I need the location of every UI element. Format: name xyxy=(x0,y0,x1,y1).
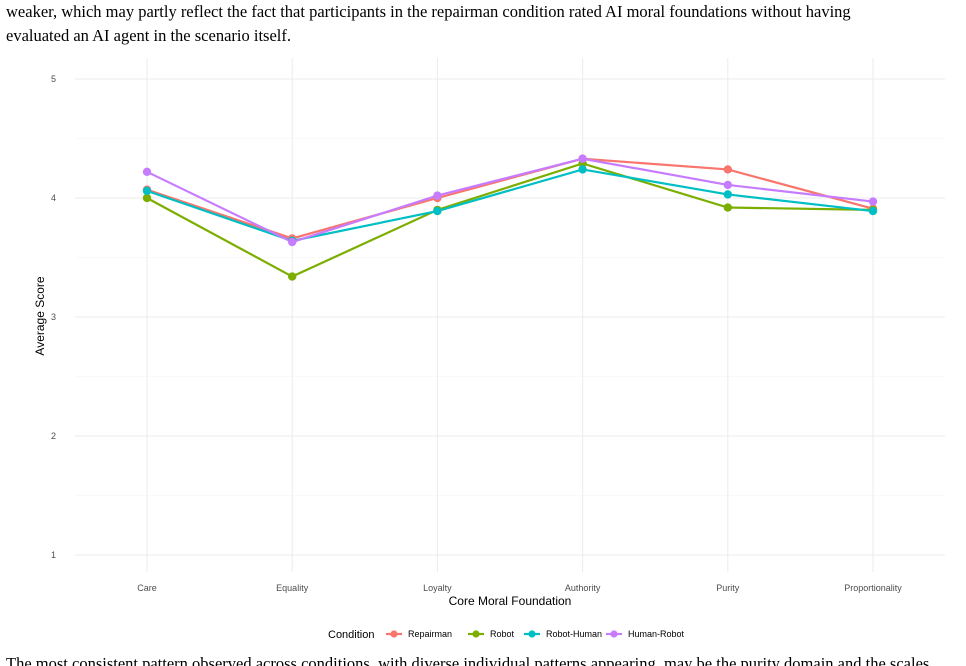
y-tick-label: 2 xyxy=(51,431,56,441)
legend-label: Robot xyxy=(490,629,515,639)
data-point-repairman xyxy=(723,165,732,174)
y-tick-label: 1 xyxy=(51,550,56,560)
cut-off-text-line: The most consistent pattern observed acr… xyxy=(6,654,930,666)
data-point-robot xyxy=(142,193,152,203)
data-point-human-robot xyxy=(723,180,732,190)
data-point-robot-human xyxy=(142,186,152,196)
x-axis-title: Core Moral Foundation xyxy=(449,594,572,608)
data-point-robot xyxy=(723,203,732,212)
chart-series-lines xyxy=(146,157,874,278)
data-point-robot-human xyxy=(868,206,878,216)
data-point-robot-human xyxy=(723,190,732,199)
chart-series-points xyxy=(142,154,878,281)
y-tick-label: 3 xyxy=(51,312,56,322)
legend-label: Robot-Human xyxy=(546,629,602,639)
data-point-human-robot xyxy=(142,167,152,177)
data-point-human-robot xyxy=(433,191,442,200)
body-paragraph: weaker, which may partly reflect the fac… xyxy=(6,0,956,48)
legend-label: Human-Robot xyxy=(628,629,685,639)
legend-key-point xyxy=(390,630,398,638)
y-tick-label: 5 xyxy=(51,74,56,84)
x-tick-label: Authority xyxy=(565,583,601,593)
series-line-human-robot xyxy=(146,157,874,244)
legend-title: Condition xyxy=(328,629,374,641)
data-point-robot-human xyxy=(578,165,587,174)
series-line-robot-human xyxy=(146,168,874,242)
data-point-robot-human xyxy=(433,206,442,216)
chart-legend: Condition Repairman Robot Robot-Human Human… xyxy=(328,629,685,641)
x-tick-label: Purity xyxy=(716,583,740,593)
legend-key-point xyxy=(472,630,480,638)
x-tick-label: Care xyxy=(137,583,157,593)
legend-key-point xyxy=(610,630,618,638)
data-point-human-robot xyxy=(288,237,297,247)
y-tick-label: 4 xyxy=(51,193,56,203)
data-point-robot xyxy=(288,272,297,281)
paragraph-line-1: weaker, which may partly reflect the fac… xyxy=(6,2,851,21)
chart-grid xyxy=(75,58,945,572)
y-axis-tick-labels: 1 2 3 4 5 xyxy=(51,74,56,560)
data-point-human-robot xyxy=(578,154,587,163)
data-point-human-robot xyxy=(868,197,878,206)
legend-key-point xyxy=(528,630,536,638)
legend-label: Repairman xyxy=(408,629,452,639)
line-chart: 1 2 3 4 5 Care Equality Loyalty Authority Purity… xyxy=(33,58,945,641)
series-line-robot xyxy=(146,162,874,278)
x-tick-label: Proportionality xyxy=(844,583,902,593)
y-axis-title: Average Score xyxy=(33,276,47,355)
x-tick-label: Equality xyxy=(276,583,309,593)
paragraph-line-2: evaluated an AI agent in the scenario it… xyxy=(6,26,291,45)
x-axis-tick-labels: Care Equality Loyalty Authority Purity Propor… xyxy=(137,583,902,593)
x-tick-label: Loyalty xyxy=(423,583,452,593)
